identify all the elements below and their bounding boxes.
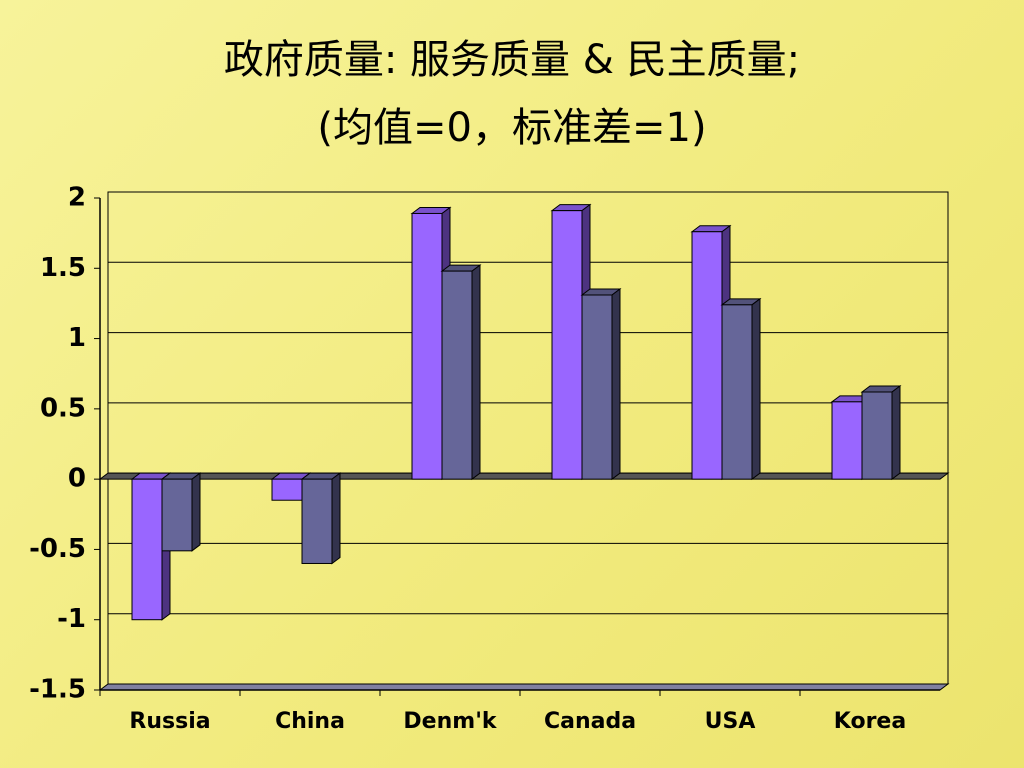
x-tick-label: China (275, 709, 345, 734)
bar-front (411, 212, 443, 480)
y-tick-label: -1 (57, 604, 86, 634)
zero-plane (98, 472, 950, 480)
bar (720, 297, 762, 481)
x-tick-label: Russia (129, 709, 210, 734)
bar-front (301, 478, 333, 564)
bar (580, 287, 622, 481)
bar (440, 264, 482, 481)
y-tick-label: 0.5 (40, 393, 86, 423)
bar-side (471, 264, 481, 481)
bar-front (861, 391, 893, 480)
bar-side (611, 287, 621, 481)
bar (160, 472, 202, 552)
bar-side (751, 297, 761, 481)
bar (300, 472, 342, 565)
bar-front (831, 401, 863, 480)
bar-front (721, 304, 753, 480)
bar-side (191, 472, 201, 552)
chart-title: 政府质量: 服务质量 & 民主质量; (224, 37, 800, 83)
x-tick-label: Korea (834, 709, 906, 734)
x-tick-label: USA (705, 709, 756, 734)
y-tick-label: 1.5 (40, 253, 86, 283)
bar-front (581, 294, 613, 480)
y-tick-label: 0 (68, 464, 86, 494)
chart-title: (均值=0，标准差=1) (317, 105, 706, 151)
plot-wall (107, 191, 949, 685)
bar (860, 384, 902, 481)
x-tick-label: Canada (544, 709, 636, 734)
bar-side (331, 472, 341, 565)
bar-front (161, 478, 193, 552)
plot-floor (98, 683, 950, 691)
y-tick-label: 2 (68, 183, 86, 213)
bar-front (691, 231, 723, 480)
y-tick-label: 1 (68, 323, 86, 353)
bar-front (551, 210, 583, 480)
bar-side (891, 384, 901, 481)
x-tick-label: Denm'k (403, 709, 498, 734)
y-tick-label: -1.5 (29, 675, 86, 705)
bar-front (271, 478, 303, 501)
y-tick-label: -0.5 (29, 534, 86, 564)
bar-front (131, 478, 163, 621)
bar-front (441, 270, 473, 480)
